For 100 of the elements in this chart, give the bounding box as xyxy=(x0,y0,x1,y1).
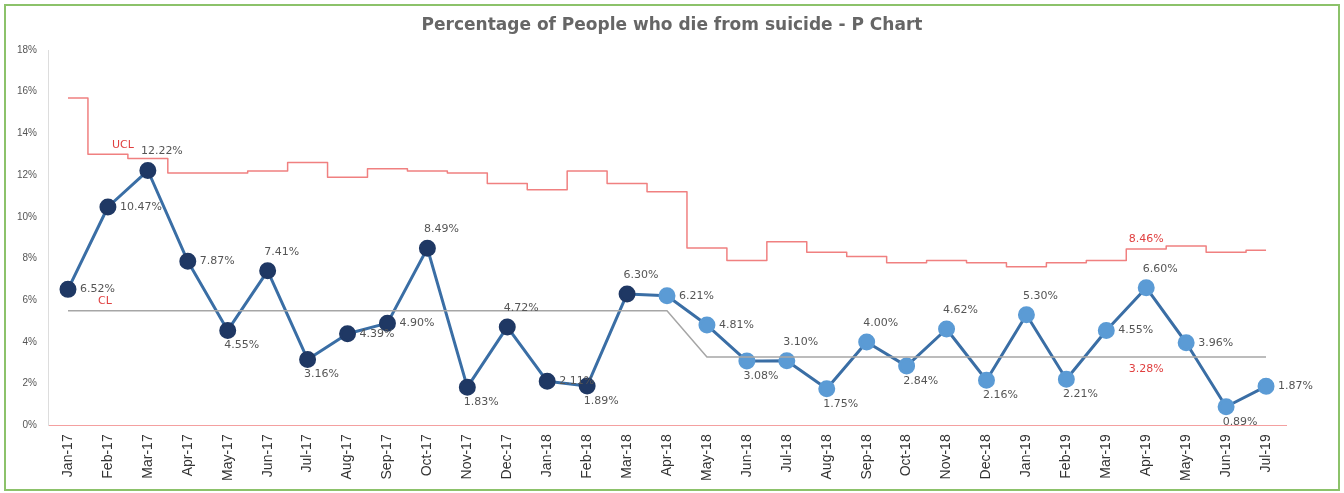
point xyxy=(898,357,916,375)
x-tick-label: Mar-19 xyxy=(1097,434,1114,479)
data-label: 1.75% xyxy=(823,396,859,410)
x-tick-label: Dec-17 xyxy=(498,434,515,480)
point xyxy=(1177,334,1195,352)
data-label: 4.90% xyxy=(399,316,435,330)
data-label: 0.89% xyxy=(1222,414,1258,428)
x-tick-label: Jan-19 xyxy=(1017,434,1034,478)
data-label: 5.30% xyxy=(1022,288,1058,302)
y-tick-label: 12% xyxy=(17,168,38,180)
data-label: 7.41% xyxy=(264,244,300,258)
x-tick-label: May-17 xyxy=(218,434,235,481)
point xyxy=(1017,306,1035,324)
x-tick-label: Nov-17 xyxy=(458,434,475,480)
point xyxy=(99,198,117,216)
data-label: 2.11% xyxy=(559,374,595,388)
x-tick-label: Nov-18 xyxy=(937,434,954,480)
point xyxy=(698,316,716,334)
data-label: 4.62% xyxy=(943,302,979,316)
x-tick-label: Dec-18 xyxy=(977,434,994,480)
data-label: 1.83% xyxy=(463,395,499,409)
point xyxy=(179,252,197,270)
x-tick-label: Feb-18 xyxy=(578,434,594,479)
point xyxy=(658,287,676,305)
x-tick-label: Mar-18 xyxy=(617,434,634,479)
x-tick-label: Sep-18 xyxy=(857,434,874,480)
point xyxy=(299,350,317,368)
point xyxy=(339,325,357,343)
x-tick-label: Oct-18 xyxy=(897,434,914,477)
point xyxy=(818,380,836,398)
data-label: 3.96% xyxy=(1198,335,1234,349)
x-tick-label: Jan-18 xyxy=(538,434,555,478)
point xyxy=(458,378,476,396)
x-tick-label: Jun-18 xyxy=(737,434,754,478)
annotation: UCL xyxy=(111,138,135,152)
x-tick-label: May-19 xyxy=(1177,434,1194,481)
x-tick-label: Apr-17 xyxy=(178,434,195,477)
x-tick-label: Jul-17 xyxy=(298,434,315,473)
x-tick-label: Aug-18 xyxy=(817,434,834,480)
point xyxy=(858,333,876,351)
point xyxy=(418,239,436,257)
x-tick-label: Jul-18 xyxy=(777,434,794,473)
point xyxy=(139,162,157,180)
x-tick-label: Jun-19 xyxy=(1216,434,1233,478)
data-label: 3.28% xyxy=(1128,361,1164,375)
data-label: 7.87% xyxy=(199,254,235,268)
data-label: 4.72% xyxy=(503,300,539,314)
x-tick-label: Apr-18 xyxy=(657,434,674,477)
y-tick-label: 6% xyxy=(22,293,38,305)
point xyxy=(938,320,956,338)
data-label: 8.46% xyxy=(1128,231,1164,245)
data-label: 6.52% xyxy=(79,282,115,296)
data-label: 12.22% xyxy=(140,144,183,158)
x-tick-label: Feb-17 xyxy=(98,434,115,479)
x-tick-label: May-18 xyxy=(697,434,714,481)
y-tick-label: 0% xyxy=(22,419,38,431)
data-label: 2.21% xyxy=(1062,387,1098,401)
point xyxy=(498,318,516,336)
data-label: 8.49% xyxy=(423,222,459,236)
data-label: 6.60% xyxy=(1142,261,1178,275)
data-label: 3.10% xyxy=(783,334,819,348)
data-label: 2.84% xyxy=(903,373,939,387)
point xyxy=(1257,377,1275,395)
x-tick-label: Sep-17 xyxy=(378,434,395,480)
data-label: 4.55% xyxy=(224,338,260,352)
y-tick-label: 8% xyxy=(22,252,38,264)
chart-title: Percentage of People who die from suicide - P Chart xyxy=(420,14,924,34)
annotation: CL xyxy=(97,294,113,308)
x-tick-label: Oct-17 xyxy=(418,434,435,477)
data-label: 1.87% xyxy=(1278,379,1313,393)
data-label: 3.08% xyxy=(743,368,779,382)
data-label: 6.30% xyxy=(623,267,659,281)
data-label: 2.16% xyxy=(983,388,1018,402)
point xyxy=(59,280,77,298)
y-tick-label: 14% xyxy=(17,127,38,139)
point xyxy=(1137,279,1155,297)
data-label: 6.21% xyxy=(679,288,714,302)
data-label: 3.16% xyxy=(304,367,340,381)
x-tick-label: Aug-17 xyxy=(338,434,355,480)
data-label: 4.81% xyxy=(718,317,754,331)
x-tick-label: Apr-19 xyxy=(1137,434,1154,477)
point xyxy=(538,372,556,390)
data-label: 4.00% xyxy=(863,315,899,329)
x-tick-label: Feb-19 xyxy=(1057,434,1074,479)
point xyxy=(977,371,995,389)
point xyxy=(219,321,237,339)
y-tick-label: 10% xyxy=(17,210,38,222)
x-tick-label: Jun-17 xyxy=(258,434,275,478)
y-tick-label: 16% xyxy=(17,85,38,97)
point xyxy=(618,285,636,303)
y-tick-label: 18% xyxy=(17,43,38,55)
point xyxy=(1217,398,1235,416)
point xyxy=(259,262,277,280)
x-tick-label: Jul-19 xyxy=(1256,434,1273,473)
data-label: 4.55% xyxy=(1118,323,1154,337)
data-label: 10.47% xyxy=(119,199,162,213)
point xyxy=(1097,321,1115,339)
y-tick-label: 4% xyxy=(22,335,38,347)
data-label: 4.39% xyxy=(359,326,395,340)
y-tick-label: 2% xyxy=(22,377,38,389)
